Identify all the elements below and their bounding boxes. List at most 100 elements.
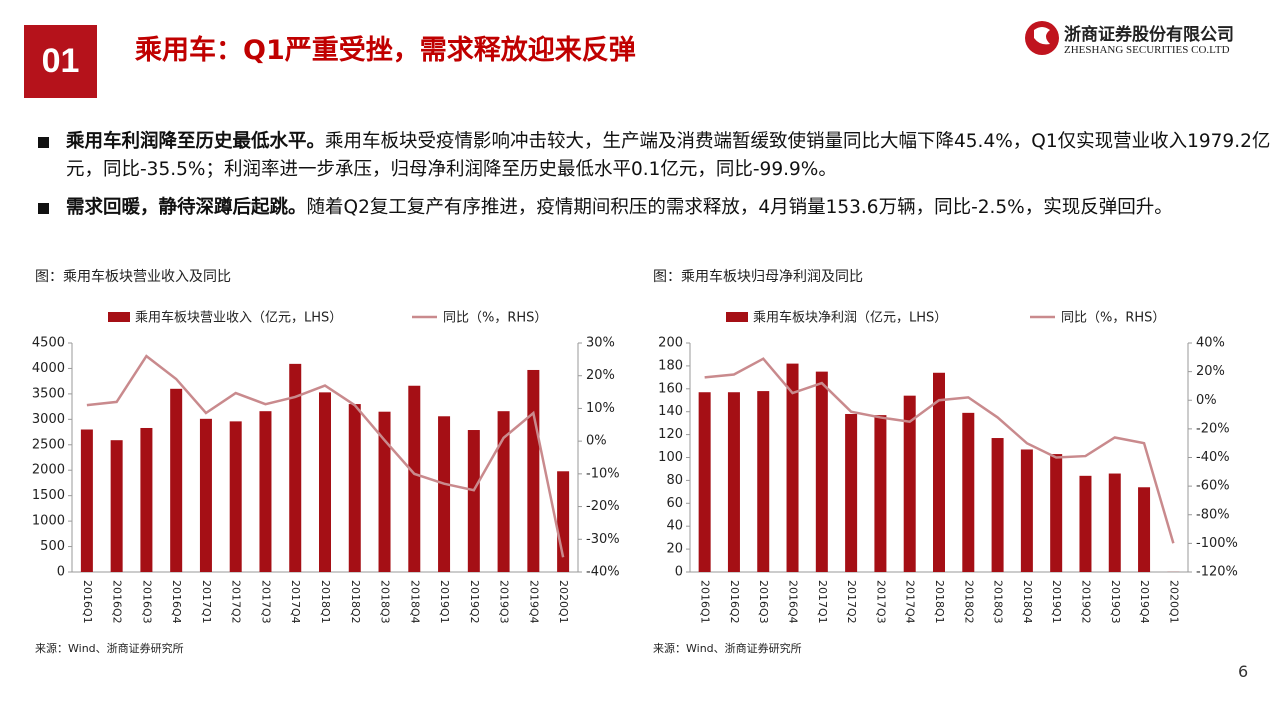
x-tick-label: 2017Q3 [259, 580, 272, 624]
bar [1079, 475, 1092, 572]
bar [348, 404, 361, 572]
bar [698, 392, 711, 572]
bar [786, 363, 799, 572]
x-tick-label: 2018Q3 [379, 580, 392, 624]
y2-tick-label: -30% [586, 532, 620, 547]
y2-tick-label: -20% [586, 499, 620, 514]
y2-tick-label: -100% [1196, 536, 1238, 551]
x-tick-label: 2018Q4 [408, 580, 421, 624]
x-tick-label: 2020Q1 [1167, 580, 1180, 624]
y2-tick-label: -40% [586, 565, 620, 580]
page-number: 6 [1238, 662, 1249, 681]
x-tick-label: 2016Q2 [728, 580, 741, 624]
bar [438, 416, 451, 572]
bar [170, 388, 183, 572]
x-tick-label: 2017Q3 [874, 580, 887, 624]
bar [378, 411, 391, 572]
bar [1050, 454, 1063, 572]
x-tick-label: 2019Q1 [438, 580, 451, 624]
y2-tick-label: 30% [586, 336, 615, 351]
y2-tick-label: 20% [1196, 364, 1225, 379]
y-tick-label: 60 [666, 496, 683, 511]
x-tick-label: 2017Q4 [904, 580, 917, 624]
x-tick-label: 2019Q1 [1050, 580, 1063, 624]
bar [874, 415, 887, 572]
y2-tick-label: 10% [586, 401, 615, 416]
logo-name-en: ZHESHANG SECURITIES CO.LTD [1064, 44, 1230, 56]
y2-tick-label: -60% [1196, 479, 1230, 494]
y-tick-label: 120 [658, 427, 683, 442]
y-tick-label: 160 [658, 381, 683, 396]
x-tick-label: 2019Q3 [498, 580, 511, 624]
bar [962, 412, 975, 572]
x-tick-label: 2016Q3 [140, 580, 153, 624]
x-tick-label: 2018Q1 [933, 580, 946, 624]
source: 来源：Wind、浙商证券研究所 [35, 641, 184, 655]
bar [319, 392, 331, 572]
y-tick-label: 4500 [32, 336, 65, 351]
bar [467, 430, 480, 572]
y-tick-label: 2000 [32, 463, 65, 478]
bar [1108, 473, 1121, 572]
y2-tick-label: 0% [1196, 393, 1217, 408]
bar [903, 395, 916, 572]
bar [991, 438, 1004, 572]
x-tick-label: 2017Q4 [289, 580, 302, 624]
x-tick-label: 2019Q2 [468, 580, 481, 624]
bar [757, 391, 770, 572]
y-tick-label: 500 [40, 539, 65, 554]
bar [845, 413, 858, 572]
chart-title: 图：乘用车板块营业收入及同比 [35, 268, 231, 285]
x-tick-label: 2019Q3 [1109, 580, 1122, 624]
y2-tick-label: 20% [586, 368, 615, 383]
bullet: 需求回暖，静待深蹲后起跳。随着Q2复工复产有序推进，疫情期间积压的需求释放，4月… [38, 194, 1276, 222]
bar [727, 392, 740, 572]
bar [140, 427, 153, 572]
x-tick-label: 2019Q2 [1079, 580, 1092, 624]
source: 来源：Wind、浙商证券研究所 [653, 641, 802, 655]
x-tick-label: 2016Q4 [170, 580, 183, 624]
slide-title: 乘用车：Q1严重受挫，需求释放迎来反弹 [135, 35, 636, 66]
legend-label: 乘用车板块营业收入（亿元，LHS） [135, 310, 342, 326]
line [86, 354, 565, 558]
y-tick-label: 1500 [32, 488, 65, 503]
x-tick-label: 2018Q1 [319, 580, 332, 624]
y-tick-label: 200 [658, 336, 683, 351]
x-tick-label: 2018Q2 [349, 580, 362, 624]
y-tick-label: 3000 [32, 412, 65, 427]
x-tick-label: 2017Q1 [200, 580, 213, 624]
y2-tick-label: -20% [1196, 421, 1230, 436]
bullet-text: 随着Q2复工复产有序推进，疫情期间积压的需求释放，4月销量153.6万辆，同比-… [306, 197, 1173, 218]
bar [933, 372, 945, 572]
bar [289, 363, 302, 572]
y-tick-label: 4000 [32, 361, 65, 376]
x-tick-label: 2018Q2 [962, 580, 975, 624]
y-tick-label: 3500 [32, 386, 65, 401]
x-tick-label: 2019Q4 [1138, 580, 1151, 624]
y2-tick-label: -80% [1196, 507, 1230, 522]
bar [80, 429, 93, 572]
y-tick-label: 40 [666, 519, 683, 534]
x-tick-label: 2016Q3 [757, 580, 770, 624]
x-tick-label: 2017Q1 [816, 580, 829, 624]
bar [1020, 449, 1033, 572]
section-number: 01 [24, 25, 97, 98]
x-tick-label: 2017Q2 [845, 580, 858, 624]
chart-title: 图：乘用车板块归母净利润及同比 [653, 268, 863, 285]
logo-mark [1034, 27, 1050, 45]
legend-label: 同比（%，RHS） [1061, 311, 1165, 326]
bar [408, 385, 421, 572]
x-tick-label: 2017Q2 [230, 580, 243, 624]
legend-label: 乘用车板块净利润（亿元，LHS） [753, 310, 947, 326]
y2-tick-label: -120% [1196, 565, 1238, 580]
y-tick-label: 2500 [32, 437, 65, 452]
line [704, 357, 1175, 544]
y-tick-label: 100 [658, 450, 683, 465]
legend-swatch [726, 312, 748, 322]
logo-name: 浙商证券股份有限公司 [1064, 25, 1234, 45]
bar [259, 411, 272, 572]
x-tick-label: 2018Q3 [992, 580, 1005, 624]
y-tick-label: 0 [675, 565, 683, 580]
